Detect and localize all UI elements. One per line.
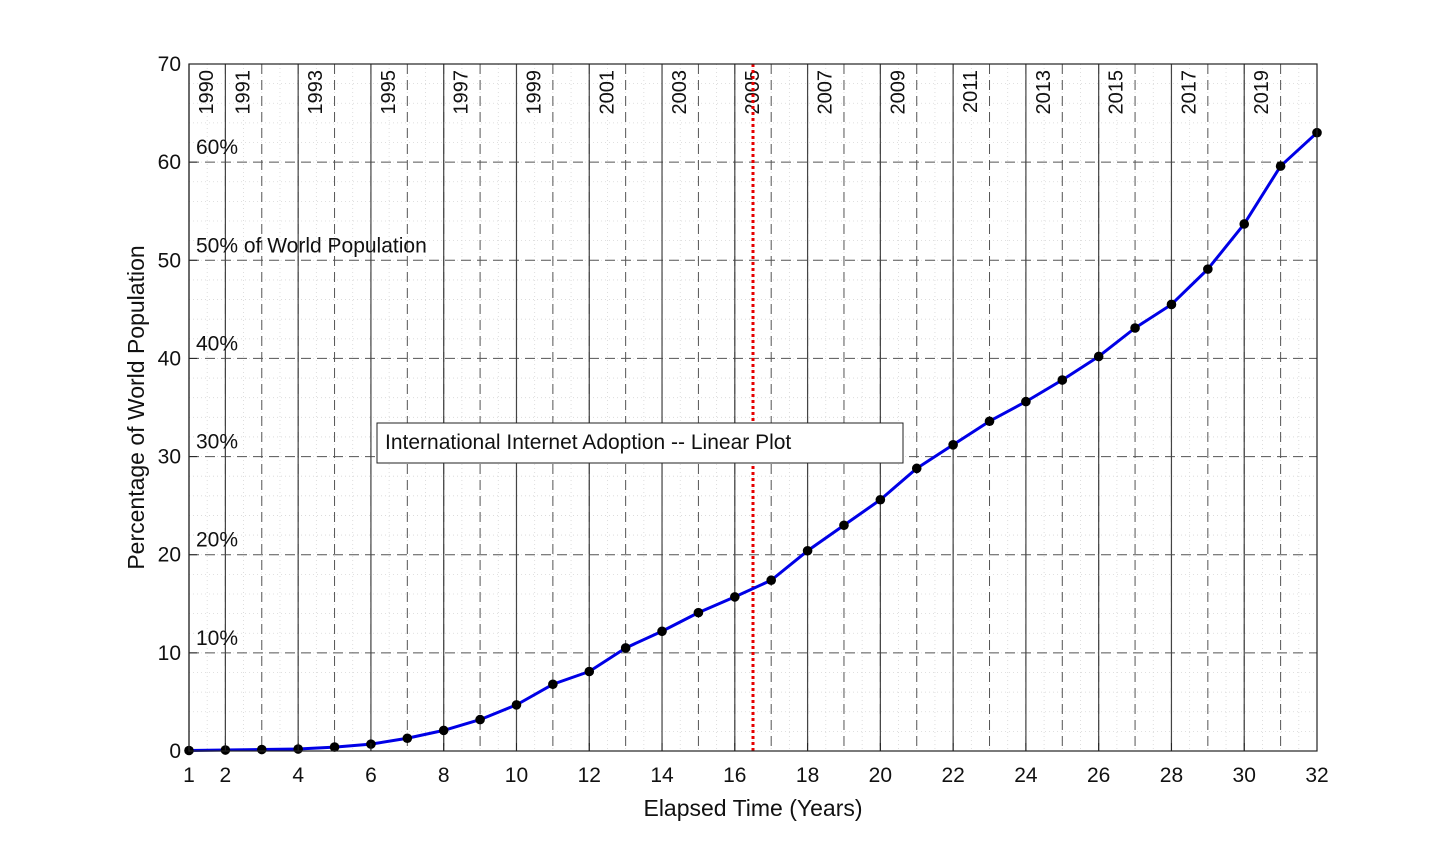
x-tick-label: 14 — [650, 764, 674, 787]
year-label: 2017 — [1178, 70, 1200, 115]
percent-annotation: 10% — [196, 627, 238, 650]
grid-layer — [188, 63, 1318, 752]
x-tick-label: 2 — [220, 764, 232, 787]
x-tick-label: 32 — [1305, 764, 1328, 787]
year-label: 1995 — [378, 70, 400, 115]
data-point — [1166, 299, 1177, 310]
series-layer — [184, 127, 1322, 756]
tick-labels-layer: 1 2 4 6 8 10 12 14 16 18 20 22 24 26 28 30 3201020304050… — [158, 53, 1329, 787]
data-point — [802, 545, 813, 556]
year-label: 2009 — [887, 70, 909, 115]
x-tick-label: 30 — [1233, 764, 1256, 787]
x-tick-label: 24 — [1014, 764, 1038, 787]
year-label: 2005 — [742, 70, 764, 115]
year-label: 2003 — [669, 70, 691, 115]
data-point — [402, 733, 413, 744]
x-tick-label: 18 — [796, 764, 819, 787]
chart-title: International Internet Adoption -- Linea… — [385, 431, 791, 454]
data-point — [620, 643, 631, 653]
percent-annotation: 50% of World Population — [196, 234, 427, 257]
x-tick-label: 28 — [1160, 764, 1183, 787]
axis-titles-layer: Elapsed Time (Years) Percentage of World… — [123, 245, 863, 821]
data-point — [1021, 396, 1031, 407]
data-point — [839, 520, 849, 531]
data-point — [1057, 375, 1068, 385]
x-tick-label: 22 — [941, 764, 964, 787]
data-point — [256, 744, 267, 755]
y-tick-label: 0 — [169, 740, 181, 763]
x-tick-label: 1 — [183, 764, 195, 787]
x-tick-label: 4 — [292, 764, 304, 787]
x-axis-title: Elapsed Time (Years) — [643, 795, 862, 821]
y-axis-title: Percentage of World Population — [123, 245, 149, 569]
x-tick-label: 8 — [438, 764, 450, 787]
percent-annotation: 20% — [196, 529, 238, 552]
data-point — [1093, 351, 1104, 362]
x-tick-label: 26 — [1087, 764, 1110, 787]
year-label: 1993 — [305, 70, 327, 115]
plot-frame-layer — [188, 63, 1318, 752]
year-label: 2013 — [1033, 70, 1055, 115]
year-label: 1999 — [523, 70, 545, 115]
data-point — [693, 607, 704, 618]
data-point — [875, 494, 886, 505]
data-point — [584, 666, 595, 677]
data-point — [1203, 264, 1213, 274]
year-label: 2015 — [1106, 70, 1128, 115]
y-tick-label: 50 — [158, 249, 181, 272]
data-point — [984, 416, 995, 427]
data-point — [911, 463, 922, 474]
year-lines-layer: 1990 1991 1993 1995 1997 1999 2001 2003 2005 2007… — [188, 64, 1273, 751]
data-point — [511, 700, 522, 710]
data-point — [548, 679, 558, 690]
data-point — [329, 742, 340, 752]
data-point — [1239, 219, 1250, 229]
x-tick-label: 16 — [723, 764, 746, 787]
plot-frame — [188, 63, 1318, 752]
data-point — [657, 626, 667, 637]
y-tick-label: 70 — [158, 53, 181, 76]
year-label: 2001 — [596, 70, 618, 115]
year-label: 1990 — [196, 70, 218, 115]
percent-annotation: 30% — [196, 431, 238, 454]
data-point — [438, 725, 449, 736]
year-label: 2011 — [960, 70, 982, 113]
chart-title-box: International Internet Adoption -- Linea… — [376, 422, 904, 464]
data-point — [730, 592, 740, 602]
data-point — [766, 575, 776, 586]
percent-annotation: 40% — [196, 332, 238, 355]
y-tick-label: 20 — [158, 544, 181, 567]
percent-annotation: 60% — [196, 136, 238, 159]
data-point — [1130, 323, 1140, 333]
series-line — [188, 131, 1319, 753]
x-tick-label: 10 — [505, 764, 528, 787]
year-label: 2019 — [1251, 70, 1273, 115]
data-point — [475, 714, 485, 725]
year-label: 1997 — [451, 70, 473, 115]
x-tick-label: 20 — [869, 764, 892, 787]
year-label: 1991 — [232, 70, 254, 115]
data-point — [1275, 161, 1286, 171]
y-tick-label: 30 — [158, 446, 181, 469]
x-tick-label: 6 — [365, 764, 377, 787]
x-tick-label: 12 — [578, 764, 601, 787]
year-label: 2007 — [815, 70, 837, 115]
y-tick-label: 10 — [158, 642, 181, 665]
y-tick-label: 40 — [158, 347, 181, 370]
annotation-layer: 60% 50% of World Population 40% 30% 20% 10% — [196, 136, 427, 650]
chart-title-frame — [376, 422, 904, 464]
data-point — [948, 439, 958, 450]
y-tick-label: 60 — [158, 151, 181, 174]
